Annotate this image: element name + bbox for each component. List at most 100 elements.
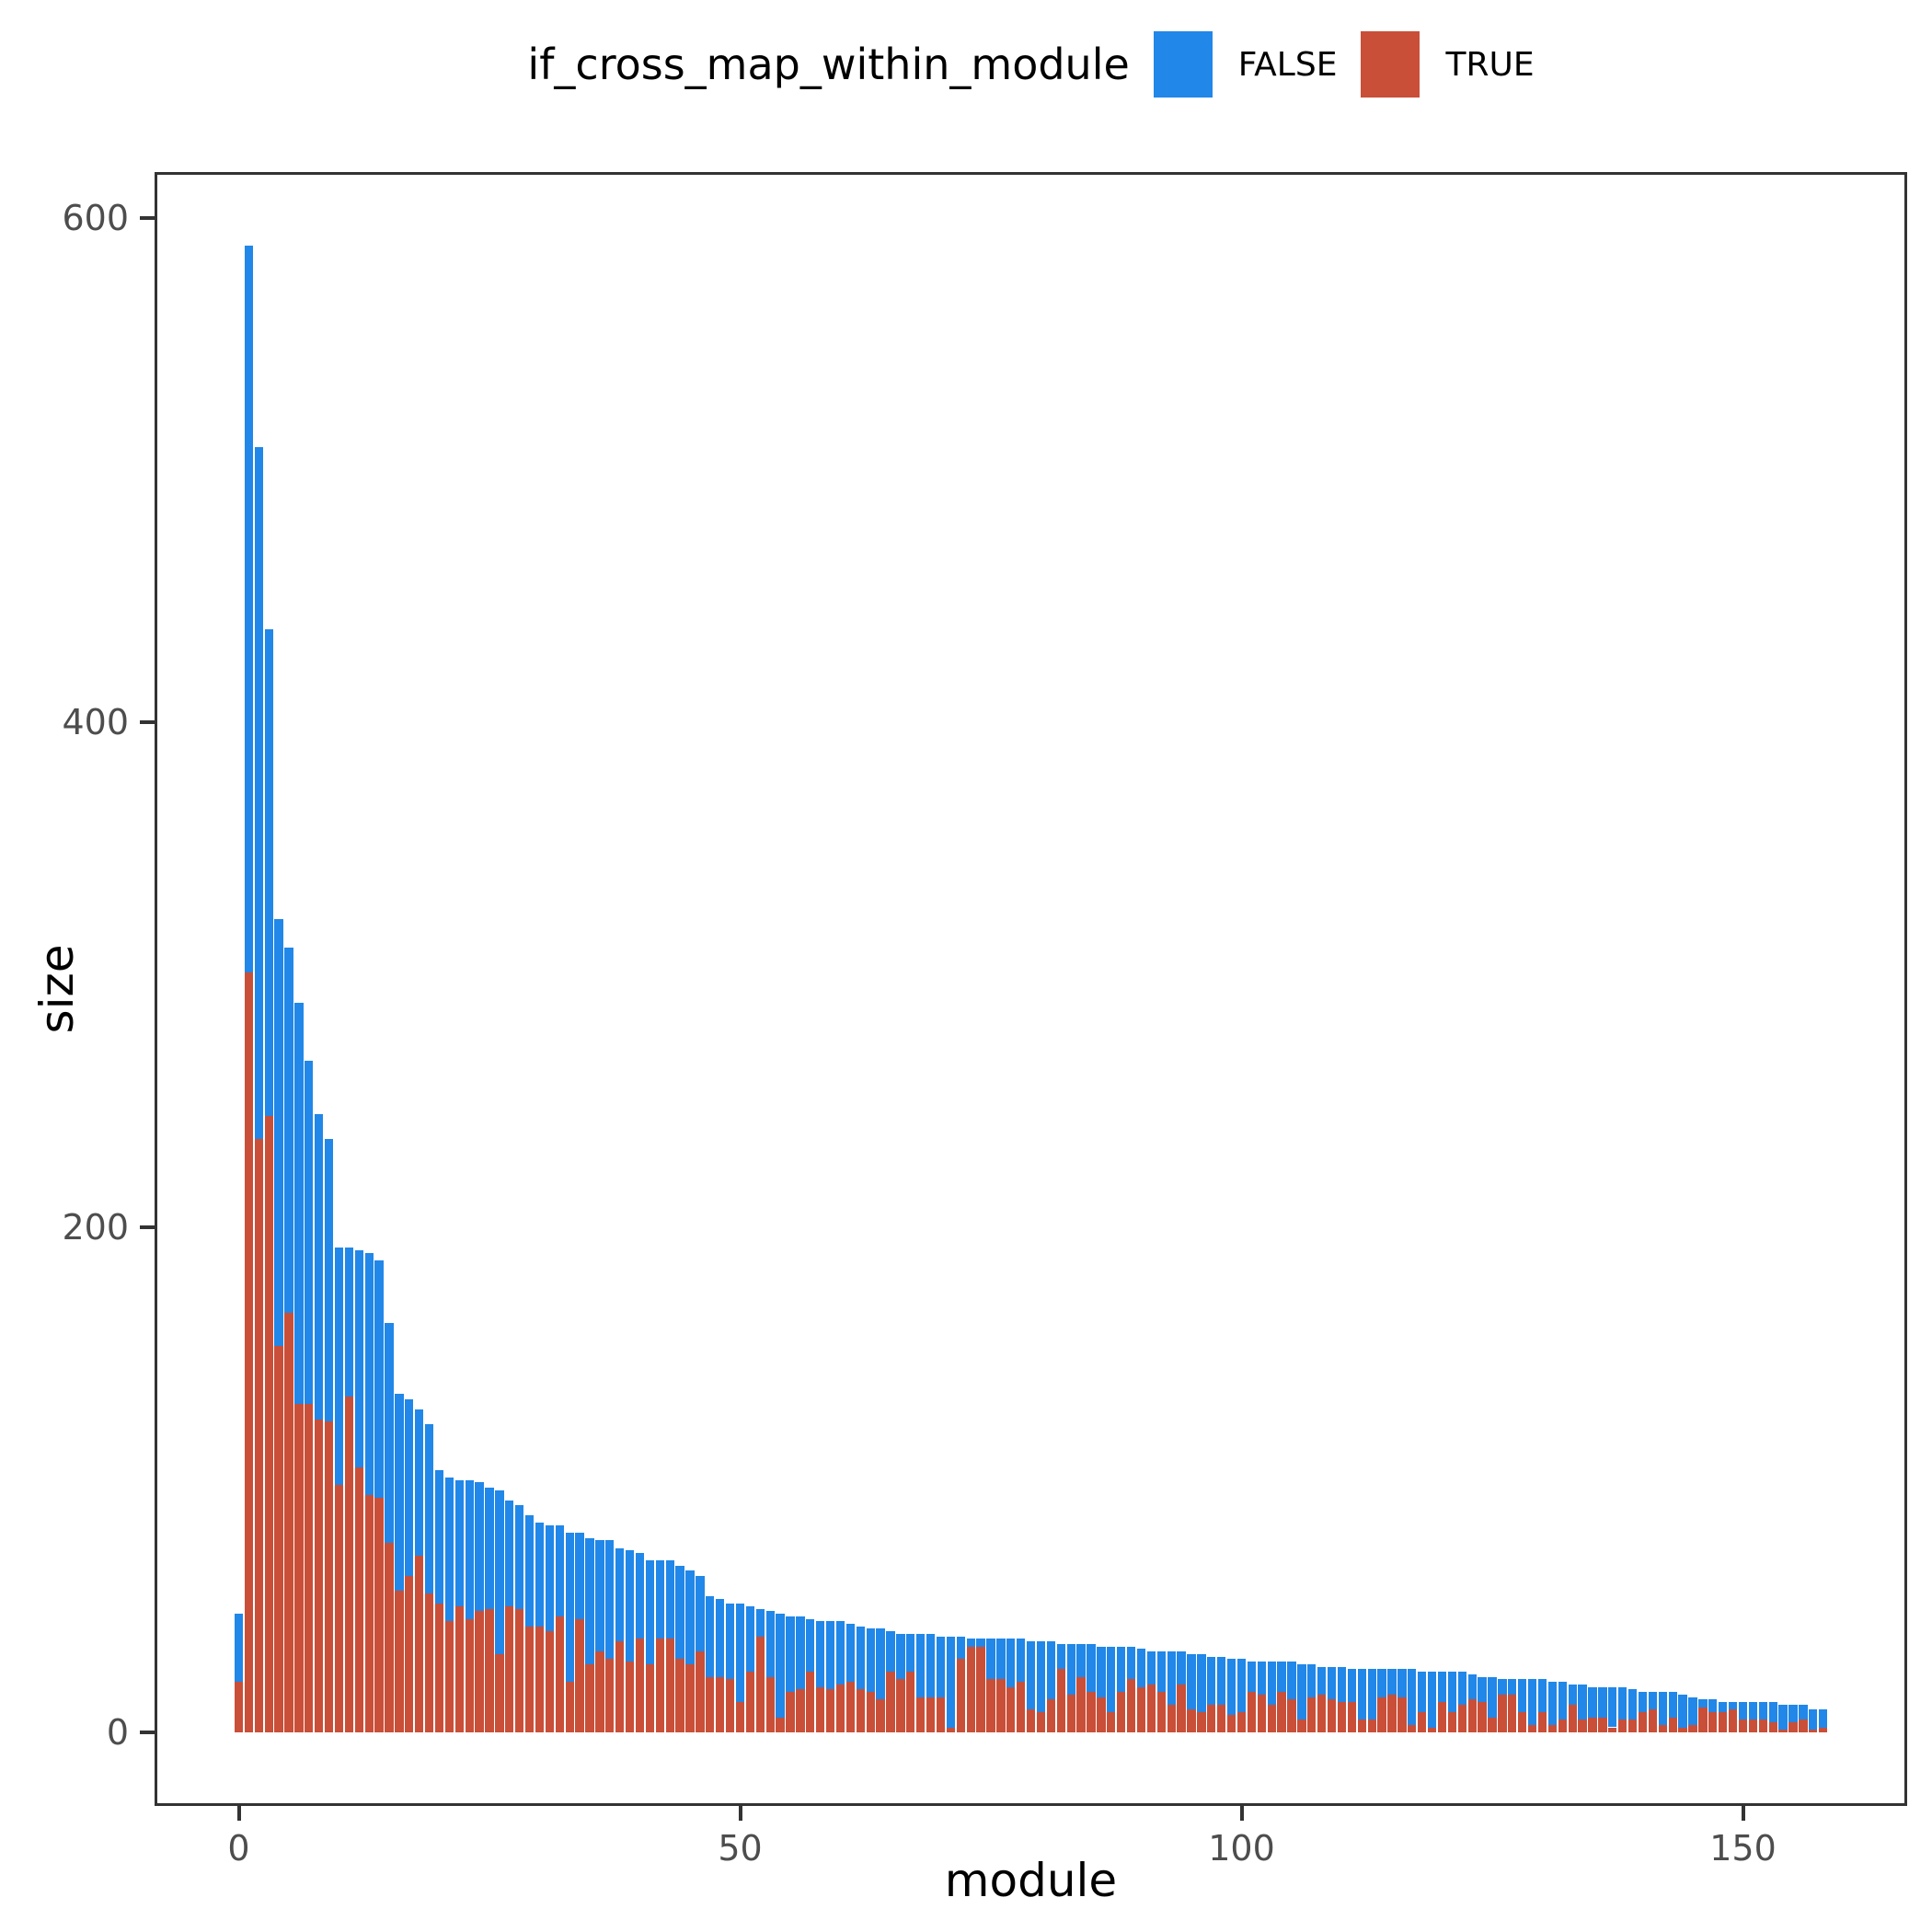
bar-segment-false [1066,1643,1075,1695]
bar-segment-true [1788,1722,1798,1732]
bar-segment-false [1457,1672,1466,1705]
y-tick-label: 0 [106,1712,129,1753]
bar-segment-true [1668,1717,1677,1732]
bar-segment-false [1197,1653,1206,1713]
bar-segment-false [284,947,293,1314]
bar-segment-false [806,1618,815,1673]
bar-segment-false [1768,1702,1777,1722]
y-tick-label: 400 [62,702,129,743]
bar-segment-true [796,1689,805,1732]
bar-segment-true [1197,1712,1206,1732]
bar-segment-true [1056,1669,1065,1732]
bar-segment-true [1618,1719,1627,1732]
bar-segment-false [1598,1686,1607,1718]
bar-segment-false [454,1479,464,1606]
x-tick-mark [738,1806,742,1821]
bar-segment-true [1678,1727,1687,1732]
bar-segment-false [1247,1662,1257,1693]
bar-segment-true [1267,1704,1276,1732]
bar-segment-true [625,1662,635,1732]
bar-segment-true [1036,1712,1046,1732]
bar-segment-false [1046,1641,1056,1700]
bar-segment-true [986,1679,995,1732]
bar-segment-false [625,1550,635,1662]
bar-segment-true [305,1404,314,1732]
bar-segment-true [1187,1709,1196,1732]
bar-segment-false [825,1621,835,1690]
y-axis-title: size [30,944,84,1034]
bar-segment-false [675,1565,684,1660]
bar-segment-true [1537,1712,1547,1732]
bar-segment-false [1758,1702,1767,1720]
bar-segment-true [1778,1730,1788,1732]
bar-segment-true [475,1611,484,1732]
bar-segment-false [776,1614,785,1718]
bar-segment-false [374,1259,384,1498]
bar-segment-false [1778,1704,1788,1731]
bar-segment-false [1377,1669,1386,1697]
bar-segment-true [745,1672,755,1732]
bar-segment-false [1427,1672,1437,1728]
bar-segment-true [424,1593,434,1732]
bar-segment-true [585,1663,594,1732]
bar-segment-true [886,1672,895,1732]
bar-segment-true [545,1631,555,1732]
bar-segment-true [916,1696,926,1732]
bar-segment-false [1558,1682,1567,1720]
bar-segment-true [936,1696,946,1732]
bar-segment-false [1236,1659,1247,1713]
bar-segment-true [1026,1709,1036,1732]
bar-segment-true [374,1497,384,1732]
bar-segment-true [1819,1727,1828,1732]
bar-segment-true [1527,1724,1537,1732]
x-tick-mark [1741,1806,1745,1821]
bar-segment-false [845,1624,856,1683]
bar-segment-true [515,1608,524,1732]
bar-segment-false [1467,1673,1477,1700]
bar-segment-true [735,1702,745,1732]
bar-segment-false [1146,1651,1156,1685]
bar-segment-true [1307,1696,1317,1732]
bar-segment-false [1287,1662,1296,1700]
bar-segment-false [735,1604,745,1703]
bar-segment-false [294,1002,304,1405]
bar-segment-true [1408,1724,1417,1732]
bar-segment-true [1467,1699,1477,1732]
bar-segment-true [825,1689,835,1732]
bar-segment-true [1217,1704,1226,1732]
bar-segment-false [1087,1643,1096,1693]
bar-segment-false [1588,1686,1597,1718]
bar-segment-false [886,1631,895,1673]
bar-segment-false [1017,1639,1026,1683]
bar-segment-true [1498,1694,1507,1732]
bar-segment-true [1017,1682,1026,1732]
bar-segment-false [475,1482,484,1612]
bar-segment-false [1537,1679,1547,1713]
bar-segment-false [424,1424,434,1594]
y-tick-mark [140,1731,155,1734]
bar-segment-true [956,1659,965,1732]
x-tick-mark [236,1806,241,1821]
legend: if_cross_map_within_module FALSE TRUE [155,28,1907,101]
bar-segment-false [685,1570,695,1664]
legend-label-true: TRUE [1445,45,1535,84]
bar-segment-true [1087,1692,1096,1732]
bar-segment-false [1207,1656,1216,1705]
bar-segment-false [1508,1679,1517,1695]
bar-segment-true [896,1679,905,1732]
bar-segment-true [1478,1702,1487,1732]
bar-segment-true [1748,1719,1758,1732]
bar-segment-false [1126,1646,1136,1680]
bar-segment-false [1708,1699,1718,1713]
bar-segment-true [1588,1717,1597,1732]
bar-segment-false [545,1524,555,1632]
bar-segment-false [696,1575,705,1652]
bar-segment-true [1136,1686,1146,1732]
bar-segment-true [1107,1712,1116,1732]
bar-segment-true [364,1495,374,1732]
bar-segment-true [294,1404,304,1732]
bar-segment-true [434,1604,444,1732]
bar-segment-false [334,1248,344,1486]
bar-segment-false [1257,1662,1266,1695]
